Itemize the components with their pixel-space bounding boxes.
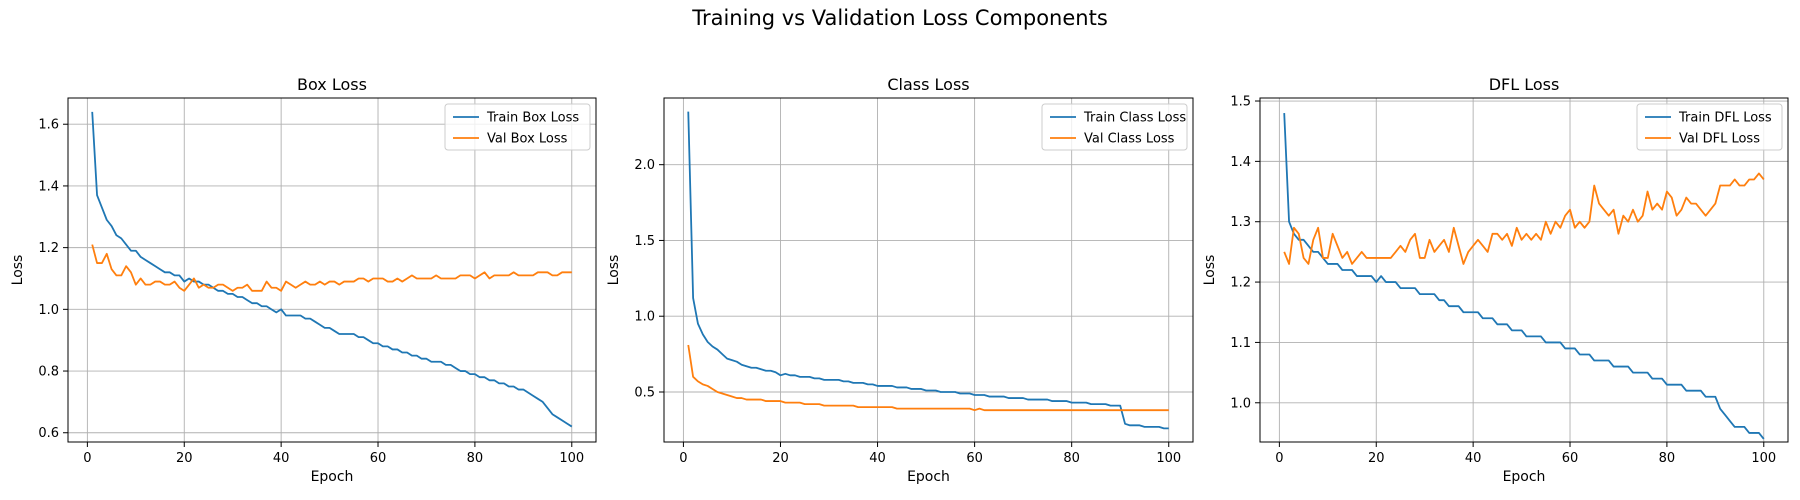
y-tick-label: 2.0 <box>634 158 655 173</box>
y-tick-label: 1.4 <box>38 179 59 194</box>
legend-box <box>444 103 591 151</box>
x-axis-label: Epoch <box>907 469 950 485</box>
x-tick-label: 40 <box>1465 451 1482 466</box>
x-tick-label: 100 <box>1156 451 1181 466</box>
x-tick-label: 0 <box>83 451 91 466</box>
y-axis-label: Loss <box>10 255 26 286</box>
x-tick-label: 40 <box>273 451 290 466</box>
x-tick-label: 40 <box>869 451 886 466</box>
y-tick-label: 1.0 <box>38 303 59 318</box>
series-line-train <box>91 111 573 428</box>
y-tick-label: 1.3 <box>1230 215 1251 230</box>
y-tick-label: 1.5 <box>1230 95 1251 110</box>
subplot-1: 0 20 40 60 80 100 0.6 0.8 1.0 1.2 1.4 1.6 Box Loss Ep… <box>10 75 597 485</box>
y-tick-label: 0.5 <box>634 385 655 400</box>
subplot-title: Class Loss <box>887 75 969 94</box>
y-tick-label: 1.5 <box>634 234 655 249</box>
series-line-train <box>1283 113 1765 440</box>
legend-box <box>1636 103 1783 151</box>
series-line-train <box>687 111 1169 430</box>
legend: Train DFL Loss Val DFL Loss <box>1636 103 1783 151</box>
figure-title: Training vs Validation Loss Components <box>691 6 1108 30</box>
legend-label: Val DFL Loss <box>1679 132 1760 147</box>
x-tick-label: 20 <box>176 451 193 466</box>
legend-label: Train Box Loss <box>486 111 579 126</box>
y-tick-label: 1.2 <box>38 241 59 256</box>
x-tick-label: 80 <box>1659 451 1676 466</box>
x-tick-label: 80 <box>467 451 484 466</box>
y-tick-label: 1.2 <box>1230 276 1251 291</box>
axes-frame <box>67 97 597 443</box>
legend: Train Box Loss Val Box Loss <box>444 103 591 151</box>
x-tick-label: 60 <box>966 451 983 466</box>
series-line-val <box>1283 172 1765 265</box>
axes-frame <box>663 97 1194 443</box>
x-tick-label: 60 <box>1562 451 1579 466</box>
x-tick-label: 20 <box>1368 451 1385 466</box>
x-tick-label: 100 <box>1751 451 1776 466</box>
y-tick-label: 1.0 <box>1230 396 1251 411</box>
series-line-val <box>91 244 572 292</box>
x-tick-label: 80 <box>1063 451 1080 466</box>
x-axis-label: Epoch <box>1503 469 1546 485</box>
y-tick-label: 1.4 <box>1230 155 1251 170</box>
legend-label: Train Class Loss <box>1083 111 1186 126</box>
x-tick-label: 20 <box>772 451 789 466</box>
legend-box <box>1041 103 1188 151</box>
subplot-title: Box Loss <box>297 75 367 94</box>
y-tick-label: 1.0 <box>634 310 655 325</box>
y-tick-label: 1.1 <box>1230 336 1251 351</box>
subplot-2: 0 20 40 60 80 100 0.5 1.0 1.5 2.0 Class Loss Epoch L… <box>606 75 1194 485</box>
legend-label: Val Box Loss <box>487 132 568 147</box>
axes-frame <box>1259 97 1789 443</box>
legend-label: Val Class Loss <box>1084 132 1175 147</box>
series-line-val <box>687 344 1169 412</box>
x-tick-label: 0 <box>1275 451 1283 466</box>
x-tick-label: 100 <box>559 451 584 466</box>
y-axis-label: Loss <box>606 255 622 286</box>
x-axis-label: Epoch <box>311 469 354 485</box>
y-axis-label: Loss <box>1202 255 1218 286</box>
subplot-3: 0 20 40 60 80 100 1.0 1.1 1.2 1.3 1.4 1.5 DFL Loss Ep… <box>1202 75 1789 485</box>
legend: Train Class Loss Val Class Loss <box>1041 103 1188 151</box>
x-tick-label: 0 <box>679 451 687 466</box>
legend-label: Train DFL Loss <box>1678 111 1772 126</box>
y-tick-label: 1.6 <box>38 118 59 133</box>
x-tick-label: 60 <box>370 451 387 466</box>
y-tick-label: 0.6 <box>38 426 59 441</box>
subplot-title: DFL Loss <box>1489 75 1560 94</box>
y-tick-label: 0.8 <box>38 365 59 380</box>
